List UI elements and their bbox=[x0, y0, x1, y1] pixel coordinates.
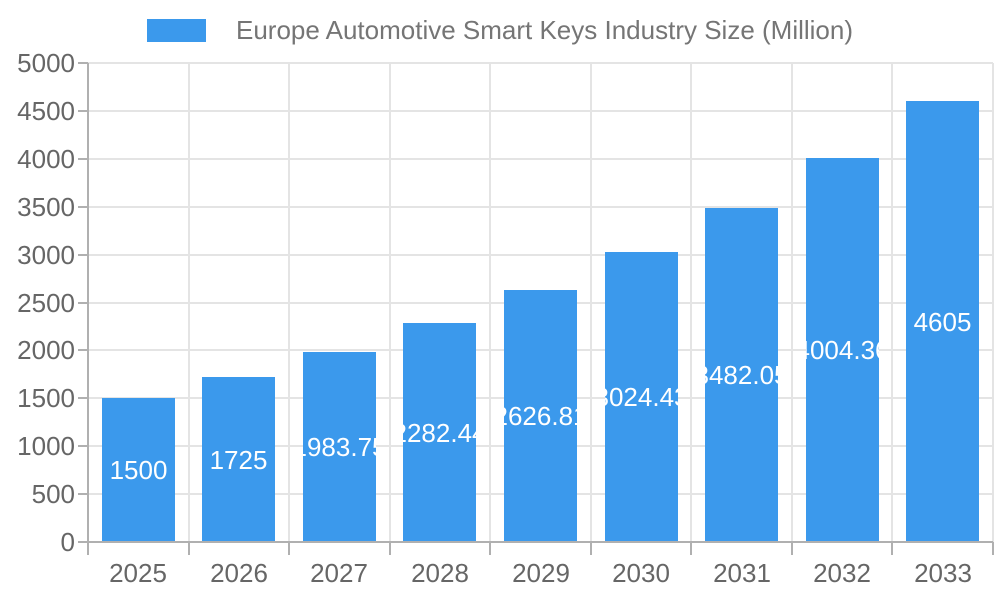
y-tick-label: 3000 bbox=[17, 240, 75, 270]
bar-value-label: 2626.81 bbox=[504, 401, 577, 431]
y-axis-tick bbox=[78, 397, 88, 399]
y-tick-label: 0 bbox=[60, 527, 75, 557]
legend-swatch-icon bbox=[146, 18, 206, 42]
x-tick-label: 2033 bbox=[914, 558, 972, 588]
x-tick-label: 2032 bbox=[813, 558, 871, 588]
bar-2025[interactable]: 1500 bbox=[102, 398, 175, 542]
y-axis-tick bbox=[78, 541, 88, 543]
x-axis-tick bbox=[891, 542, 893, 555]
bar-2031[interactable]: 3482.05 bbox=[705, 208, 778, 542]
legend[interactable]: Europe Automotive Smart Keys Industry Si… bbox=[0, 12, 1000, 48]
bar-2028[interactable]: 2282.44 bbox=[403, 323, 476, 542]
x-axis-tick bbox=[992, 542, 994, 555]
y-axis-tick bbox=[78, 254, 88, 256]
y-axis-tick bbox=[78, 206, 88, 208]
y-tick-label: 3500 bbox=[17, 192, 75, 222]
x-tick-label: 2028 bbox=[411, 558, 469, 588]
bar-2026[interactable]: 1725 bbox=[202, 377, 275, 542]
x-tick-label: 2030 bbox=[612, 558, 670, 588]
y-axis-tick bbox=[78, 445, 88, 447]
gridline-horizontal bbox=[88, 206, 993, 208]
bar-value-label: 3024.43 bbox=[605, 382, 678, 412]
gridline-horizontal bbox=[88, 158, 993, 160]
y-axis-tick bbox=[78, 493, 88, 495]
bar-value-label: 2282.44 bbox=[403, 417, 476, 448]
y-axis-line bbox=[87, 63, 89, 542]
y-axis-tick bbox=[78, 302, 88, 304]
bar-value-label: 1983.75 bbox=[303, 432, 376, 462]
bar-2033[interactable]: 4605 bbox=[906, 101, 979, 542]
bar-2030[interactable]: 3024.43 bbox=[605, 252, 678, 542]
y-tick-label: 4000 bbox=[17, 144, 75, 174]
y-tick-label: 2500 bbox=[17, 288, 75, 318]
y-tick-label: 2000 bbox=[17, 335, 75, 365]
y-tick-label: 1000 bbox=[17, 431, 75, 461]
bar-value-label: 4004.36 bbox=[806, 335, 879, 365]
x-axis-tick bbox=[87, 542, 89, 555]
x-tick-label: 2026 bbox=[210, 558, 268, 588]
x-tick-label: 2031 bbox=[713, 558, 771, 588]
x-axis-tick bbox=[590, 542, 592, 555]
y-tick-label: 5000 bbox=[17, 48, 75, 78]
bar-value-label: 1725 bbox=[209, 444, 268, 475]
x-axis-tick bbox=[489, 542, 491, 555]
x-axis-tick bbox=[188, 542, 190, 555]
bar-value-label: 1500 bbox=[109, 455, 168, 485]
x-axis-tick bbox=[389, 542, 391, 555]
x-tick-label: 2029 bbox=[512, 558, 570, 588]
x-tick-label: 2027 bbox=[310, 558, 368, 588]
y-tick-label: 1500 bbox=[17, 383, 75, 413]
y-tick-label: 4500 bbox=[17, 96, 75, 126]
legend-label: Europe Automotive Smart Keys Industry Si… bbox=[235, 15, 854, 45]
plot-area: 0 500 1000 1500 2000 2500 3000 3500 4000 4500 5000… bbox=[17, 48, 994, 588]
y-tick-label: 500 bbox=[31, 479, 75, 509]
x-axis-tick bbox=[791, 542, 793, 555]
y-axis-tick bbox=[78, 349, 88, 351]
bar-2032[interactable]: 4004.36 bbox=[806, 158, 879, 542]
y-axis-tick bbox=[78, 110, 88, 112]
y-axis-tick bbox=[78, 62, 88, 64]
bar-2029[interactable]: 2626.81 bbox=[504, 290, 577, 542]
x-axis-line bbox=[87, 541, 993, 543]
bar-value-label: 4605 bbox=[913, 306, 972, 337]
gridline-vertical bbox=[992, 63, 994, 542]
gridline-horizontal bbox=[88, 110, 993, 112]
gridline-horizontal bbox=[88, 62, 993, 64]
bar-2027[interactable]: 1983.75 bbox=[303, 352, 376, 542]
x-axis-tick bbox=[288, 542, 290, 555]
x-axis-tick bbox=[690, 542, 692, 555]
gridline-horizontal bbox=[88, 254, 993, 256]
x-tick-label: 2025 bbox=[109, 558, 167, 588]
y-axis-tick bbox=[78, 158, 88, 160]
bar-value-label: 3482.05 bbox=[705, 360, 778, 390]
